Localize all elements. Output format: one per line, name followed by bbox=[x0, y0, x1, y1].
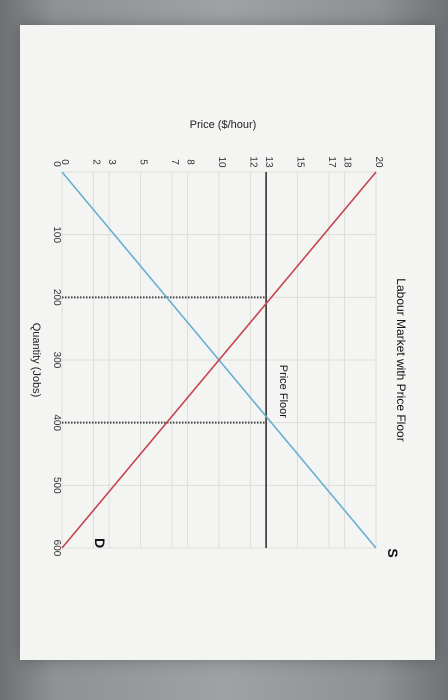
origin-tick-label: 0 bbox=[51, 161, 62, 167]
y-tick-label: 13 bbox=[263, 156, 274, 168]
y-tick-label: 3 bbox=[106, 159, 117, 165]
y-tick-label: 0 bbox=[59, 159, 70, 165]
y-tick-label: 10 bbox=[216, 156, 227, 168]
demand-curve bbox=[61, 171, 377, 549]
y-tick-label: 20 bbox=[373, 156, 384, 168]
y-tick-label: 17 bbox=[326, 156, 337, 168]
tick-labels: 0 2 3 5 7 8 10 12 13 15 17 18 20 100 200 300 400 500 600 0 bbox=[51, 156, 384, 556]
y-tick-label: 2 bbox=[90, 159, 101, 165]
guide-lines bbox=[62, 296, 267, 424]
chart-title: Labour Market with Price Floor bbox=[394, 278, 408, 441]
paper-sheet bbox=[20, 25, 435, 660]
demand-curve-label: D bbox=[92, 538, 108, 548]
x-tick-label: 100 bbox=[51, 226, 62, 243]
y-tick-label: 18 bbox=[342, 156, 353, 168]
x-tick-label: 500 bbox=[51, 477, 62, 494]
x-axis-label: Quantity (Jobs) bbox=[30, 323, 42, 398]
curves bbox=[61, 171, 377, 549]
y-tick-label: 7 bbox=[169, 159, 180, 165]
y-axis-label: Price ($/hour) bbox=[190, 119, 257, 131]
y-tick-label: 5 bbox=[138, 159, 149, 165]
y-tick-label: 12 bbox=[247, 156, 258, 168]
x-tick-label: 400 bbox=[51, 414, 62, 431]
chart-text: Labour Market with Price Floor Quantity … bbox=[30, 119, 408, 558]
price-floor-label: Price Floor bbox=[277, 365, 289, 419]
x-tick-label: 600 bbox=[51, 540, 62, 557]
x-tick-label: 300 bbox=[51, 352, 62, 369]
y-tick-label: 15 bbox=[295, 156, 306, 168]
supply-curve-label: S bbox=[385, 548, 401, 557]
x-tick-label: 200 bbox=[51, 289, 62, 306]
y-tick-label: 8 bbox=[185, 159, 196, 165]
